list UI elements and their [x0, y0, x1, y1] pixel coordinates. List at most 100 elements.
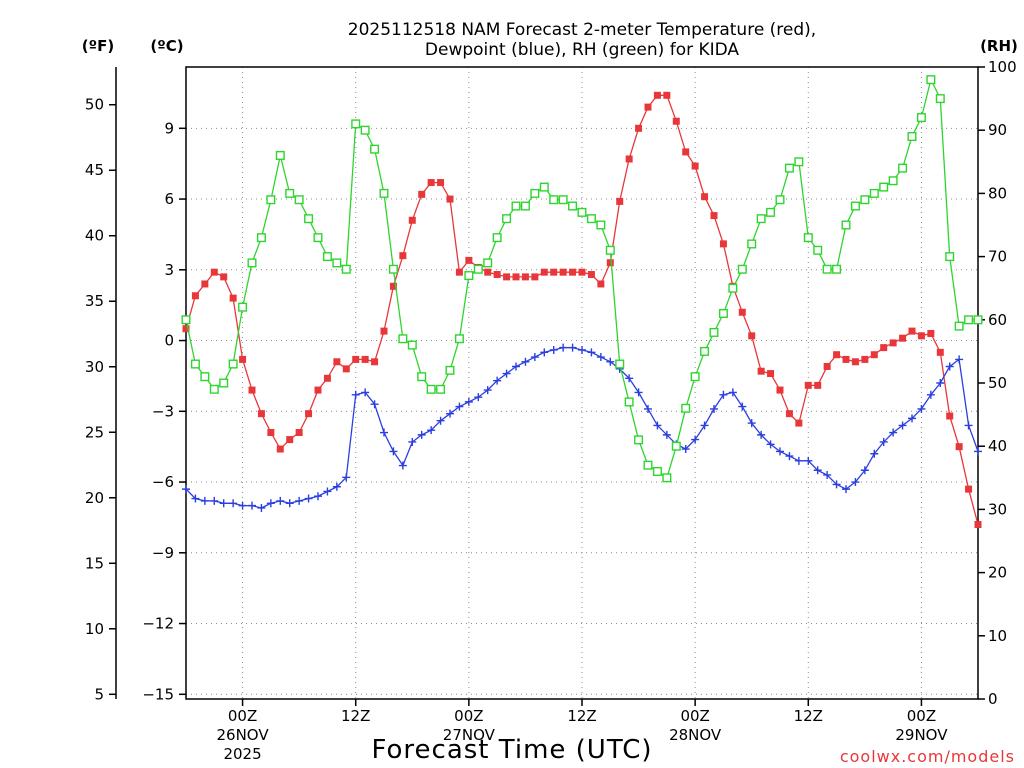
temperature-point — [361, 355, 369, 363]
temperature-point — [899, 334, 907, 342]
rh-point — [200, 372, 210, 382]
axes — [109, 66, 985, 706]
rh-point — [388, 264, 398, 274]
rh-point — [341, 264, 351, 274]
temperature-point — [616, 197, 624, 205]
dewpoint-point — [408, 437, 417, 446]
rh-point — [511, 201, 521, 211]
chart-title-line-1: 2025112518 NAM Forecast 2-meter Temperat… — [348, 20, 816, 40]
dewpoint-point — [342, 473, 351, 482]
rh-point — [964, 315, 974, 325]
x-tick-label: 00Z — [228, 707, 257, 725]
rh-point — [898, 163, 908, 173]
rh-point — [775, 195, 785, 205]
temperature-point — [493, 271, 501, 279]
temperature-point — [201, 280, 209, 288]
temperature-point — [229, 294, 237, 302]
temperature-point — [371, 358, 379, 366]
temperature-point — [305, 410, 313, 418]
temperature-point — [182, 325, 190, 333]
rh-point — [190, 359, 200, 369]
rh-point — [888, 176, 898, 186]
rh-point — [973, 315, 983, 325]
temperature-point — [880, 344, 888, 352]
dewpoint-point — [266, 499, 275, 508]
fahrenheit-tick-label: 25 — [85, 423, 104, 441]
x-tick-label: 12Z — [567, 707, 596, 725]
temperature-point — [578, 268, 586, 276]
celsius-tick-label: 0 — [164, 332, 174, 350]
dewpoint-point — [804, 456, 813, 465]
celsius-tick-label: −9 — [152, 544, 174, 562]
dewpoint-point — [248, 501, 256, 510]
dewpoint-point — [945, 362, 954, 371]
temperature-point — [691, 162, 699, 170]
temperature-point — [776, 386, 784, 394]
temperature-point — [682, 148, 690, 156]
dewpoint-point — [295, 496, 304, 505]
temperature-point — [380, 327, 388, 335]
dewpoint-point — [493, 376, 502, 385]
temperature-point — [427, 179, 435, 187]
rh-point — [407, 340, 417, 350]
dewpoint-point — [889, 428, 898, 437]
rh-point — [322, 252, 332, 262]
rh-point — [473, 264, 483, 274]
dewpoint-point — [747, 419, 756, 428]
temperature-point — [267, 429, 275, 437]
dewpoint-point — [332, 482, 341, 491]
rh-point — [945, 252, 955, 262]
temperature-point — [597, 280, 605, 288]
temperature-point — [653, 91, 661, 99]
temperature-point — [663, 91, 671, 99]
temperature-point — [465, 256, 473, 264]
dewpoint-point — [917, 404, 926, 413]
celsius-tick-label: 3 — [164, 261, 174, 279]
rh-point — [709, 327, 719, 337]
temperature-point — [908, 327, 916, 335]
fahrenheit-tick-label: 15 — [85, 554, 104, 572]
rh-point — [266, 195, 276, 205]
dewpoint-point — [908, 414, 916, 423]
dewpoint-point — [398, 461, 407, 470]
celsius-tick-label: −12 — [142, 615, 174, 633]
x-tick-date-label: 28NOV — [669, 726, 722, 744]
dewpoint-point — [238, 501, 247, 510]
rh-point — [690, 372, 700, 382]
x-tick-date-label: 27NOV — [443, 726, 496, 744]
rh-point — [247, 258, 257, 268]
rh-point — [700, 346, 710, 356]
temperature-point — [569, 268, 577, 276]
dewpoint-point — [370, 400, 379, 409]
dewpoint-point — [719, 390, 728, 399]
dewpoint-point — [540, 348, 549, 357]
dewpoint-point — [483, 386, 492, 395]
dewpoint-point — [757, 430, 766, 439]
rh-tick-label: 40 — [988, 437, 1007, 455]
temperature-point — [276, 445, 284, 453]
rh-point — [502, 214, 512, 224]
rh-point — [454, 334, 464, 344]
temperature-point — [455, 268, 463, 276]
temperature-point — [955, 443, 963, 451]
rh-tick-label: 100 — [988, 58, 1017, 76]
rh-point — [398, 334, 408, 344]
dewpoint-point — [502, 369, 511, 378]
fahrenheit-tick-label: 10 — [85, 620, 104, 638]
dewpoint-point — [634, 388, 643, 397]
dewpoint-point — [587, 348, 596, 357]
dewpoint-point — [710, 404, 718, 413]
rh-point — [671, 441, 681, 451]
rh-point — [549, 195, 559, 205]
rh-tick-label: 80 — [988, 184, 1007, 202]
temperature-point — [220, 273, 228, 281]
temperature-point — [239, 355, 247, 363]
rh-point — [879, 182, 889, 192]
rh-point — [737, 264, 747, 274]
rh-tick-label: 50 — [988, 374, 1007, 392]
temperature-point — [342, 365, 350, 373]
temperature-point — [352, 355, 360, 363]
rh-tick-label: 0 — [988, 690, 998, 708]
temperature-point — [540, 268, 548, 276]
temperature-point — [446, 195, 454, 203]
